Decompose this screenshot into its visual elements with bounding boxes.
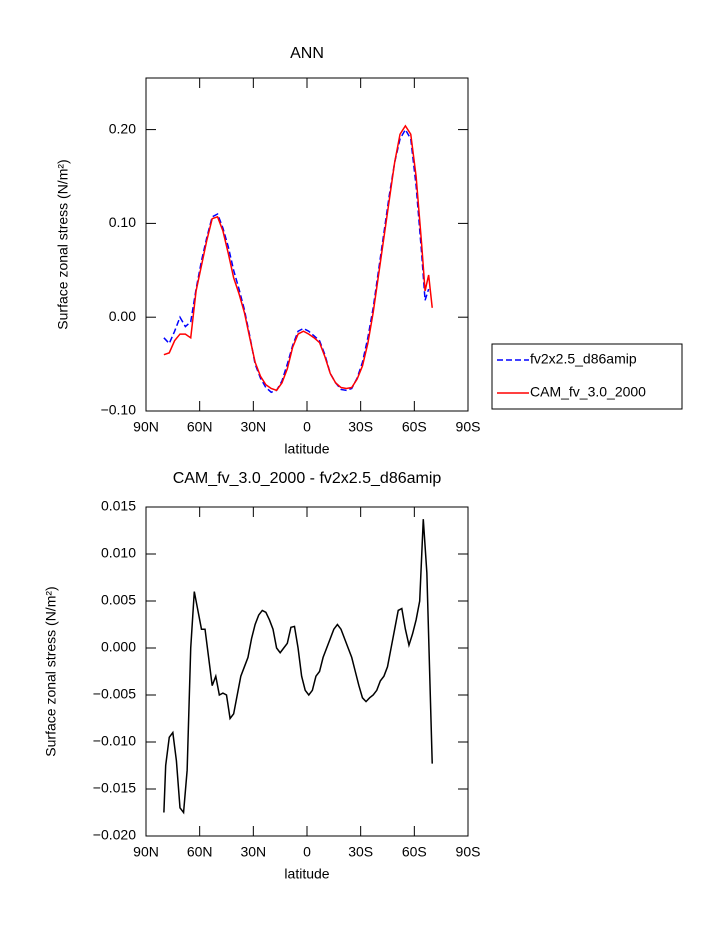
y-tick-label: 0.00	[109, 308, 136, 324]
x-tick-label: 30S	[348, 844, 373, 860]
x-tick-label: 90S	[456, 419, 481, 435]
y-tick-label: 0.010	[101, 545, 136, 561]
data-line	[163, 124, 433, 392]
y-tick-label: 0.10	[109, 214, 136, 230]
legend-label: CAM_fv_3.0_2000	[530, 384, 646, 400]
x-tick-label: 30N	[240, 419, 266, 435]
legend-box	[491, 343, 683, 410]
x-tick-label: 60S	[402, 844, 427, 860]
x-tick-label: 30S	[348, 419, 373, 435]
y-tick-label: 0.015	[101, 498, 136, 514]
x-tick-label: 60S	[402, 419, 427, 435]
y-tick-label: 0.000	[101, 639, 136, 655]
legend-label: fv2x2.5_d86amip	[530, 351, 637, 367]
y-axis-label: Surface zonal stress (N/m²)	[43, 586, 59, 756]
x-axis-label: latitude	[284, 866, 329, 882]
y-tick-label: −0.10	[101, 402, 137, 418]
x-tick-label: 90N	[133, 419, 159, 435]
y-tick-label: −0.015	[93, 780, 136, 796]
chart-title: ANN	[290, 45, 324, 62]
x-tick-label: 60N	[187, 419, 213, 435]
y-tick-label: −0.010	[93, 733, 136, 749]
data-line	[163, 128, 430, 394]
y-tick-label: 0.005	[101, 592, 136, 608]
plot-frame	[145, 506, 469, 837]
y-tick-label: −0.020	[93, 827, 136, 843]
y-tick-label: −0.005	[93, 686, 136, 702]
x-tick-label: 0	[303, 419, 311, 435]
y-tick-label: 0.20	[109, 120, 136, 136]
y-axis-label: Surface zonal stress (N/m²)	[55, 159, 71, 329]
chart-title: CAM_fv_3.0_2000 - fv2x2.5_d86amip	[173, 470, 442, 487]
data-line	[163, 519, 433, 815]
x-tick-label: 30N	[240, 844, 266, 860]
plot-frame	[145, 77, 469, 412]
x-tick-label: 60N	[187, 844, 213, 860]
x-tick-label: 90S	[456, 844, 481, 860]
x-tick-label: 0	[303, 844, 311, 860]
x-tick-label: 90N	[133, 844, 159, 860]
x-axis-label: latitude	[284, 441, 329, 457]
